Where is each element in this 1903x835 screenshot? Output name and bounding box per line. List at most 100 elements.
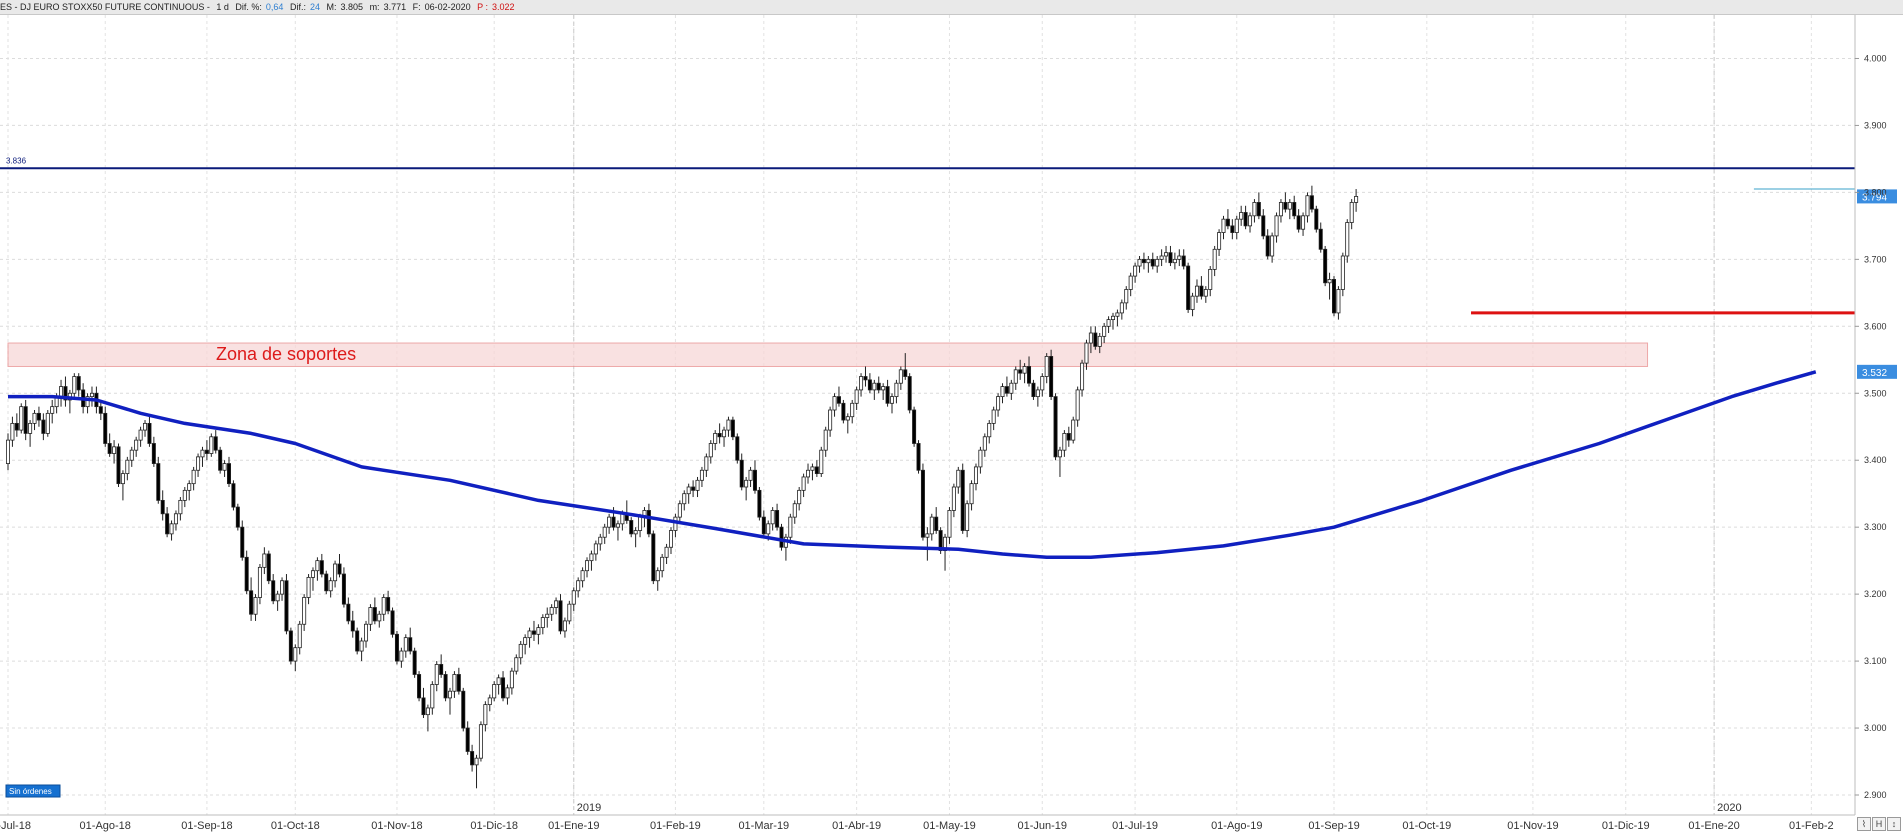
candle	[1283, 192, 1288, 213]
candle-body	[1234, 218, 1239, 233]
candle	[1292, 195, 1297, 220]
candle	[1075, 386, 1080, 427]
candle	[1022, 363, 1027, 384]
candle	[271, 574, 276, 605]
x-tick-label: 01-Jun-19	[1018, 820, 1068, 832]
candle-body	[629, 520, 634, 535]
candle	[514, 654, 519, 675]
candle	[1044, 353, 1049, 384]
candle-body	[1004, 386, 1009, 394]
candle	[89, 386, 94, 407]
candle	[67, 389, 72, 414]
resistance-label: 3.836	[6, 156, 27, 165]
candle	[898, 366, 903, 390]
candle-body	[1305, 195, 1310, 217]
candle-body	[912, 409, 917, 444]
candle-body	[580, 570, 585, 582]
candle-body	[23, 406, 28, 434]
candle	[1066, 426, 1071, 447]
y-tick-label: 3.500	[1864, 388, 1887, 398]
candle	[651, 530, 656, 585]
candle-body	[306, 576, 311, 598]
hold-icon[interactable]: H	[1872, 817, 1886, 831]
candle-body	[730, 419, 735, 438]
candle-body	[1057, 449, 1062, 458]
candle	[960, 463, 965, 534]
candle-body	[518, 643, 523, 659]
candle-body	[934, 516, 939, 531]
candle-body	[916, 443, 921, 471]
candle-body	[1066, 433, 1071, 441]
candle	[1261, 209, 1266, 240]
candle-body	[10, 422, 15, 441]
candle-body	[651, 533, 656, 582]
candle-body	[1155, 258, 1160, 267]
y-tick-label: 3.800	[1864, 187, 1887, 197]
candle	[319, 553, 324, 578]
candle-body	[576, 580, 581, 592]
candle	[708, 440, 713, 464]
candle	[297, 620, 302, 655]
candle	[1278, 199, 1283, 223]
candle	[779, 523, 784, 551]
candle	[1243, 205, 1248, 230]
candle-body	[1203, 289, 1208, 297]
candle-body	[890, 396, 895, 404]
candle	[1354, 189, 1359, 212]
candle-body	[505, 687, 510, 699]
dif-pct-label: Dif. %:	[235, 2, 262, 12]
candle-body	[461, 690, 466, 729]
candle	[1345, 219, 1350, 263]
candle	[744, 476, 749, 501]
candle	[412, 647, 417, 678]
candle-body	[598, 536, 603, 545]
dif-pct-value: 0,64	[265, 2, 284, 12]
candle-body	[421, 697, 426, 716]
candle-body	[960, 469, 965, 531]
candle	[461, 687, 466, 732]
candle	[14, 413, 19, 437]
candle-body	[876, 382, 881, 391]
candle	[682, 490, 687, 511]
candle	[1305, 192, 1310, 223]
candle	[748, 466, 753, 487]
candle	[1164, 245, 1169, 263]
candle-body	[633, 530, 638, 535]
candle	[364, 620, 369, 648]
candle	[1137, 256, 1142, 273]
candle-body	[854, 389, 859, 404]
candle	[757, 487, 762, 521]
candle	[32, 410, 37, 431]
candle	[315, 557, 320, 581]
candle	[872, 379, 877, 400]
candle	[907, 373, 912, 414]
candle-body	[562, 620, 567, 632]
chart-type-icon[interactable]: ⌇	[1857, 817, 1871, 831]
candle-body	[1133, 265, 1138, 277]
candle-body	[739, 459, 744, 488]
candle-body	[1146, 258, 1151, 264]
candle-body	[182, 489, 187, 501]
candle	[310, 567, 315, 591]
candle	[28, 420, 33, 447]
candle	[116, 443, 121, 487]
candle	[19, 403, 24, 434]
x-tick-label: 01-Sep-18	[181, 820, 232, 832]
candle-body	[107, 443, 112, 454]
candle	[810, 463, 815, 481]
candle-body	[801, 476, 806, 491]
candle-body	[1332, 279, 1337, 314]
candle-body	[226, 463, 231, 485]
scroll-icon[interactable]: ↕	[1887, 817, 1901, 831]
candle	[244, 550, 249, 595]
date-label: F:	[412, 2, 421, 12]
candle	[337, 553, 342, 578]
candle-body	[120, 473, 125, 485]
candle-body	[204, 449, 209, 454]
candle	[1221, 215, 1226, 240]
candle	[240, 520, 245, 561]
candle	[41, 413, 46, 441]
y-tick-label: 3.700	[1864, 254, 1887, 264]
candle-body	[280, 580, 285, 595]
price-chart[interactable]: Zona de soportes 3.836 3.794 3.532 Sin órde…	[0, 15, 1903, 835]
